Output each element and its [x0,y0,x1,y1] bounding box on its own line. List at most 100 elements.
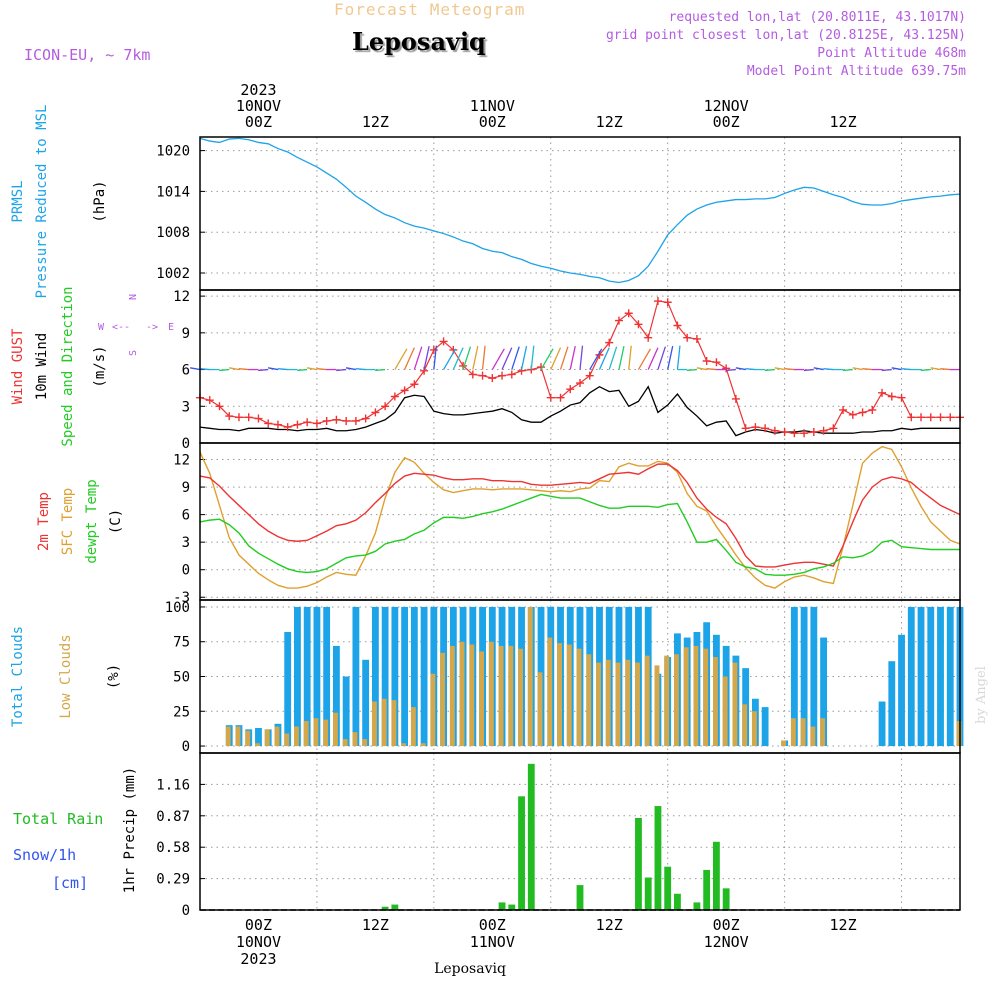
gust-marker [917,413,926,422]
gust-marker [215,402,224,411]
wind-direction-arrow [618,345,625,370]
gust-marker [829,424,838,433]
y-tick-label: 12 [173,289,190,305]
total-cloud-bar [255,727,262,747]
wind-direction-arrow [316,368,327,371]
rain-bar [722,888,730,910]
total-cloud-bar [303,606,311,747]
low-cloud-bar [264,729,270,747]
panel-frame-temp [199,442,961,601]
time-label-top: 12Z [830,113,857,131]
wind-direction-arrow [530,345,535,370]
y-tick-label: 0.87 [156,809,190,825]
panel-label-wind: 10m Wind [34,333,50,400]
y-tick-label: 1014 [156,184,190,200]
chart-subtitle: Forecast Meteogram [334,0,526,19]
gust-marker [273,420,282,429]
gust-marker [283,423,292,432]
low-cloud-bar [537,672,543,747]
wind-direction-arrow [472,345,479,370]
low-cloud-bar [352,732,358,747]
time-label-top: 12Z [362,113,389,131]
low-cloud-bar [713,657,718,747]
wind-direction-arrow [511,346,520,370]
footer-station: Leposaviq [434,961,506,977]
gust-marker [839,405,848,414]
gust-marker [800,429,809,438]
gust-marker [546,393,555,402]
wind-direction-arrow [598,347,610,370]
time-label-bottom: 00Z [479,916,506,934]
low-cloud-bar [459,641,465,747]
total-cloud-bar [937,606,944,747]
wind-direction-arrow [229,367,240,371]
wind-direction-arrow [920,368,931,372]
total-cloud-bar [420,606,428,747]
panel-frame-pressure [199,136,961,291]
y-tick-label: 9 [182,480,190,496]
gust-marker [819,426,828,435]
gust-marker [498,371,507,380]
total-cloud-bar [381,606,389,747]
low-cloud-bar [508,645,514,747]
wind-direction-arrow [852,367,863,371]
time-label-top: 12NOV [704,97,749,115]
time-label-top: 10NOV [236,97,281,115]
gust-marker [468,370,477,379]
wind-direction-arrow [267,367,279,371]
panel-label-temp: (C) [108,509,124,534]
wind-direction-arrow [219,368,230,372]
wind-direction-arrow [696,367,707,371]
panel-label-precip: 1hr Precip (mm) [122,767,138,893]
panel-label-clouds: Low Clouds [58,634,74,718]
wind-direction-arrow [413,346,423,370]
rain-bar [391,904,399,910]
time-label-top: 2023 [240,81,276,99]
wind-direction-arrow [676,345,681,370]
requested-coords: requested lon,lat (20.8011E, 43.1017N) [668,10,966,25]
gridpoint-coords: grid point closest lon,lat (20.8125E, 43… [605,28,966,43]
wind-direction-arrow [345,367,357,371]
wind-direction-arrow [842,368,853,372]
rain-bar [635,817,642,910]
y-tick-label: 0 [182,739,190,755]
low-cloud-bar [518,648,523,747]
time-label-bottom: 00Z [245,916,272,934]
low-cloud-bar [820,718,826,747]
low-cloud-bar [245,730,251,747]
low-cloud-bar [703,648,709,747]
total-cloud-bar [294,606,301,747]
legend-snow-unit: [cm] [52,874,88,892]
low-cloud-bar [615,662,621,747]
rain-bar [654,806,662,910]
low-cloud-bar [625,659,631,747]
gust-marker [614,316,623,325]
wind-direction-arrow [520,345,528,370]
grid-lines [200,137,960,911]
rain-bar [674,893,681,910]
y-tick-label: 0 [182,436,190,452]
gust-marker [576,379,584,388]
compass-arrow-e: -> [146,322,158,333]
gust-marker [254,414,263,423]
y-tick-label: 0 [182,903,190,919]
y-tick-label: 75 [173,635,190,651]
gust-marker [673,321,682,330]
wind-direction-arrow [306,367,318,371]
low-cloud-bar [469,644,475,747]
wind-direction-arrow [433,345,438,370]
wind-direction-arrow [813,367,824,371]
compass-arrow-w: <-- [112,322,130,333]
low-cloud-bar [498,645,504,747]
low-cloud-bar [693,645,699,747]
gust-marker [244,413,253,422]
gust-marker [293,420,302,429]
wind-direction-arrow [540,348,554,370]
gust-marker [478,371,487,380]
gust-marker [644,333,653,342]
y-tick-label: 3 [182,399,190,415]
wind-direction-arrow [667,345,674,370]
low-cloud-bar [313,718,319,747]
model-altitude: Model Point Altitude 639.75m [746,64,966,79]
